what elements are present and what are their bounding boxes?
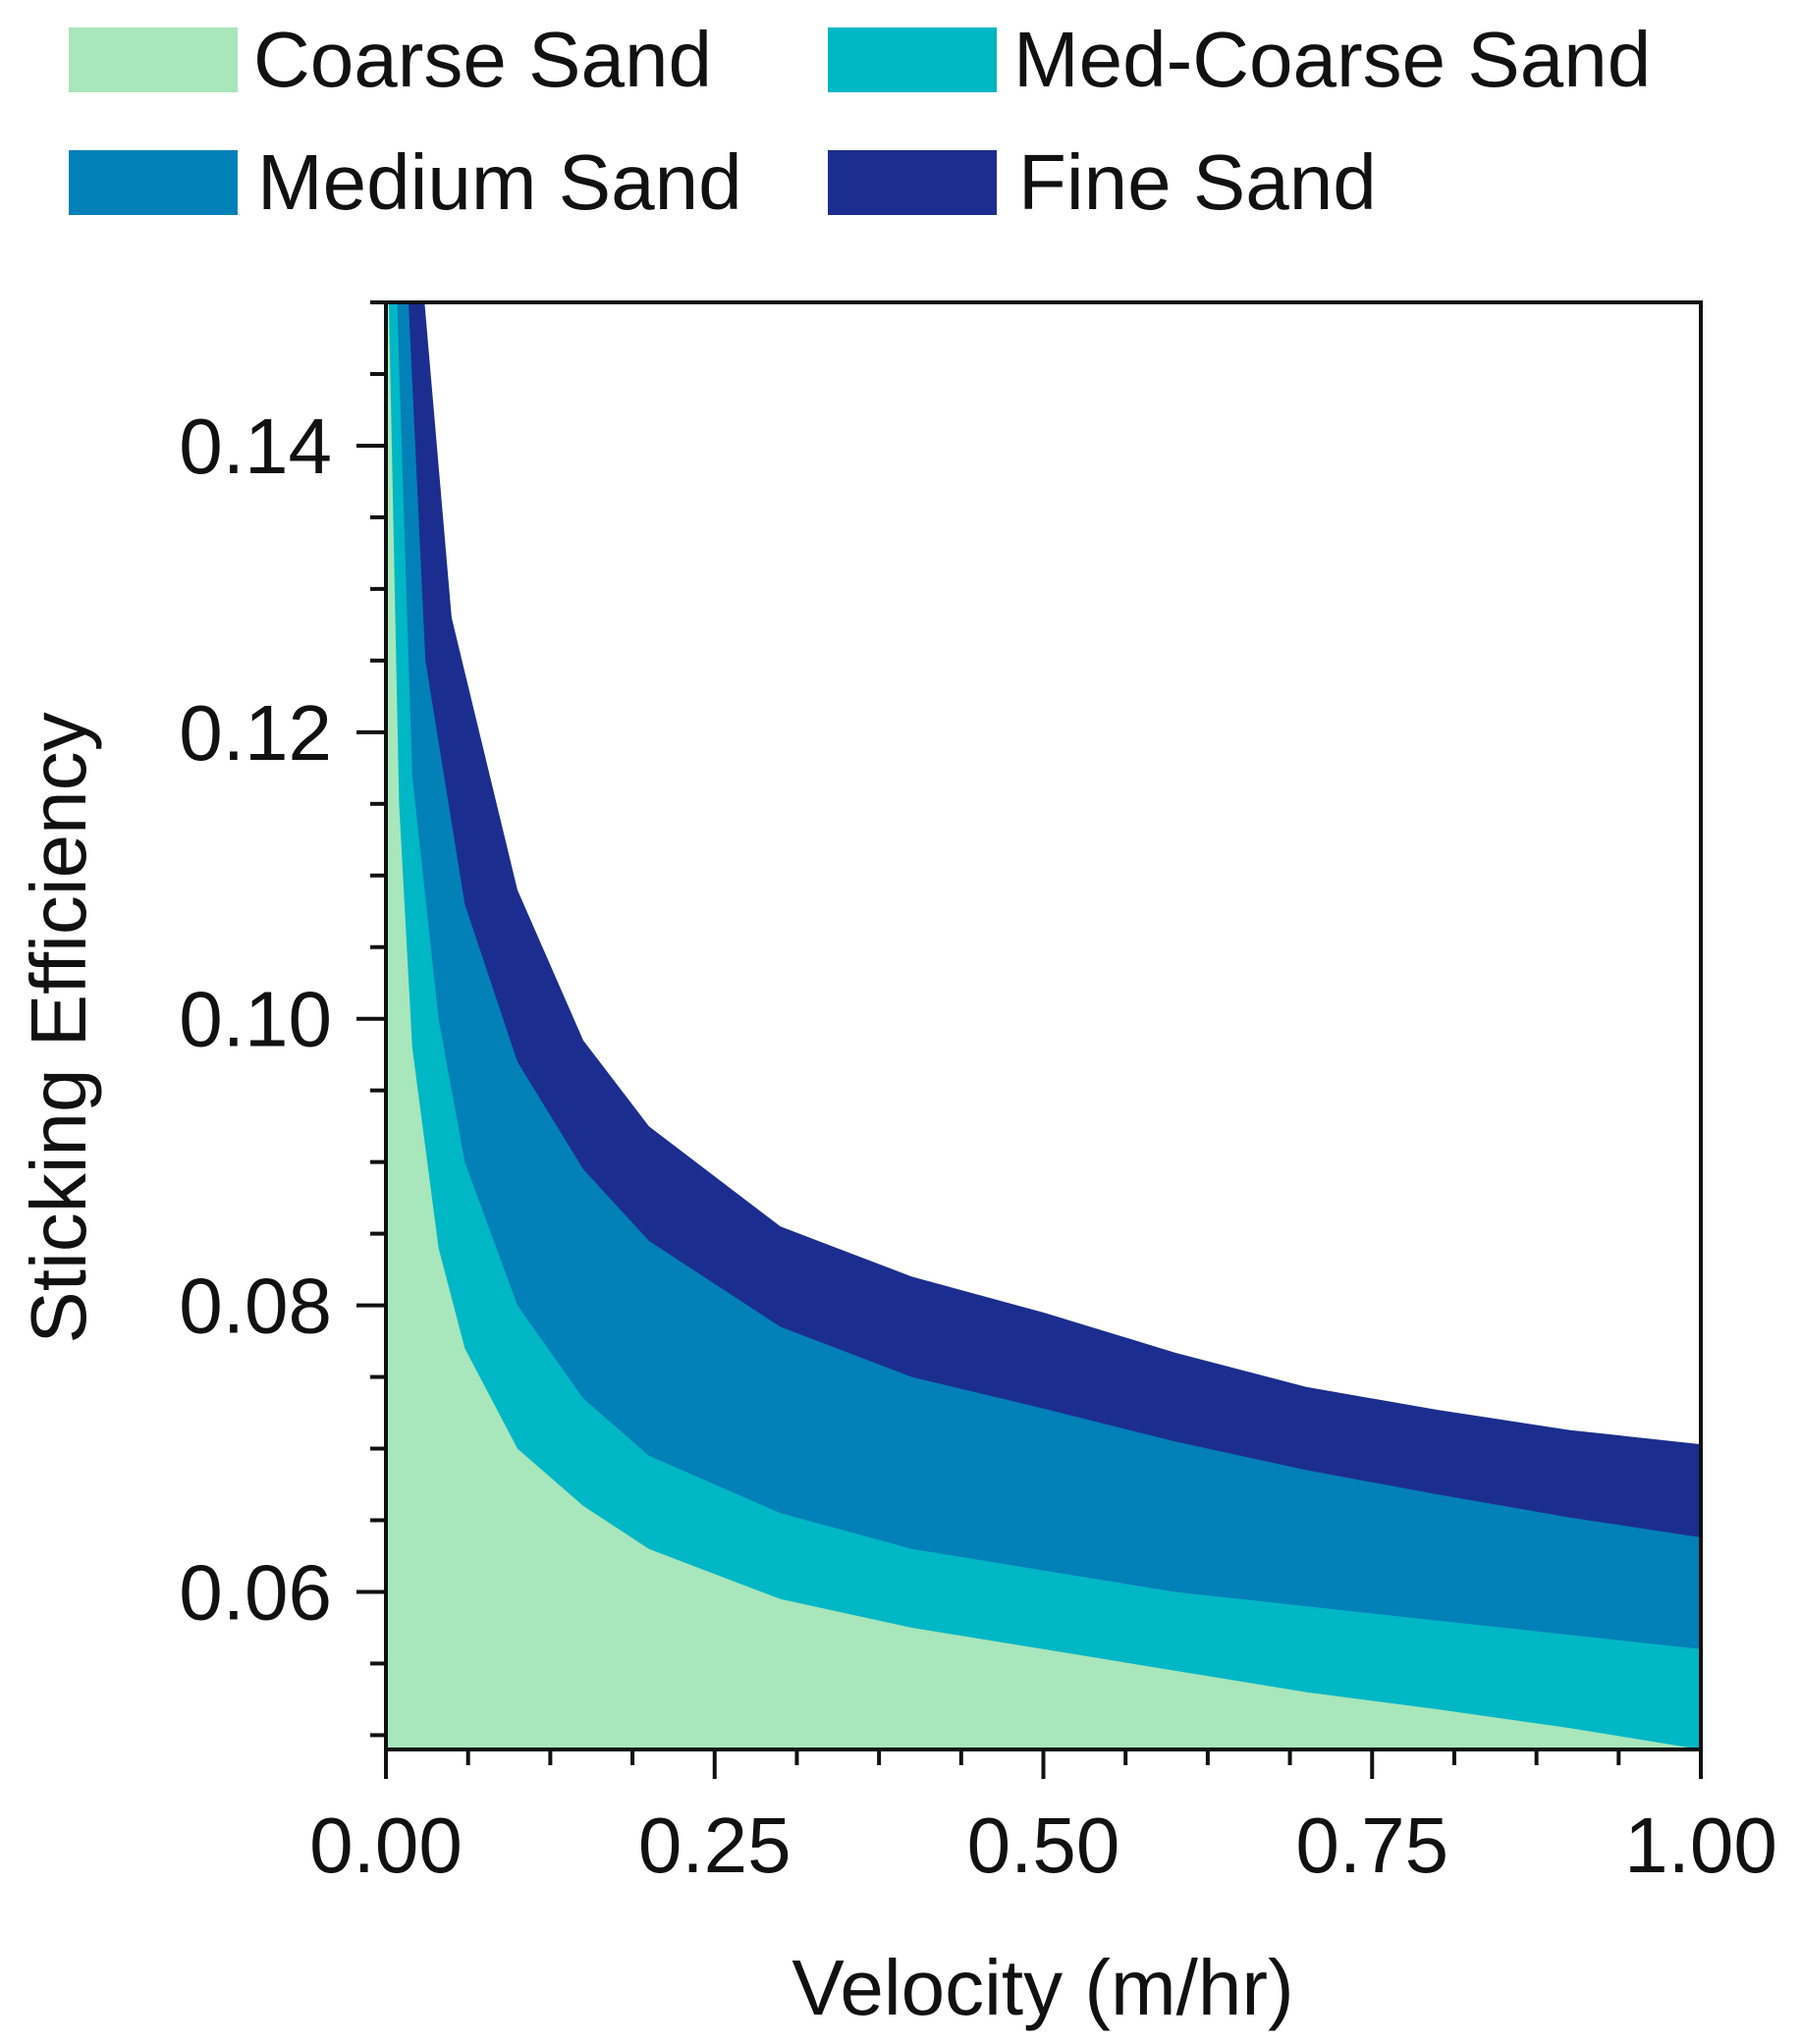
x-tick-label: 0.50 (967, 1802, 1120, 1889)
x-tick-label: 0.75 (1295, 1802, 1448, 1889)
y-axis-title: Sticking Efficiency (15, 712, 102, 1343)
x-tick-label: 1.00 (1624, 1802, 1777, 1889)
x-tick-label: 0.00 (309, 1802, 463, 1889)
area-medium-sand (386, 302, 1701, 1749)
area-coarse-sand (386, 302, 1701, 1749)
legend-swatch-medium-sand (69, 150, 238, 215)
y-tick-label: 0.10 (179, 976, 332, 1063)
axis-ticks (356, 300, 1703, 1779)
y-tick-label: 0.06 (179, 1548, 332, 1636)
legend-label-coarse-sand: Coarse Sand (253, 16, 712, 103)
legend-label-med-coarse-sand: Med-Coarse Sand (1013, 16, 1651, 103)
x-tick-label: 0.25 (638, 1802, 791, 1889)
plot-frame (384, 300, 1703, 1751)
axis-tick-labels: 0.00 0.25 0.50 0.75 1.00 0.06 0.08 0.10 0.12 0.14 (179, 403, 1777, 1889)
legend-swatch-fine-sand (828, 150, 997, 215)
legend-swatch-coarse-sand (69, 27, 238, 92)
legend-label-medium-sand: Medium Sand (257, 138, 742, 226)
legend: Coarse Sand Med-Coarse Sand Medium Sand … (69, 16, 1651, 226)
legend-swatch-med-coarse-sand (828, 27, 997, 92)
y-tick-label: 0.08 (179, 1263, 332, 1350)
legend-label-fine-sand: Fine Sand (1018, 138, 1377, 226)
x-axis-title: Velocity (m/hr) (791, 1944, 1293, 2031)
plot-areas (386, 302, 1701, 1749)
y-tick-label: 0.14 (179, 403, 332, 490)
y-tick-label: 0.12 (179, 689, 332, 777)
